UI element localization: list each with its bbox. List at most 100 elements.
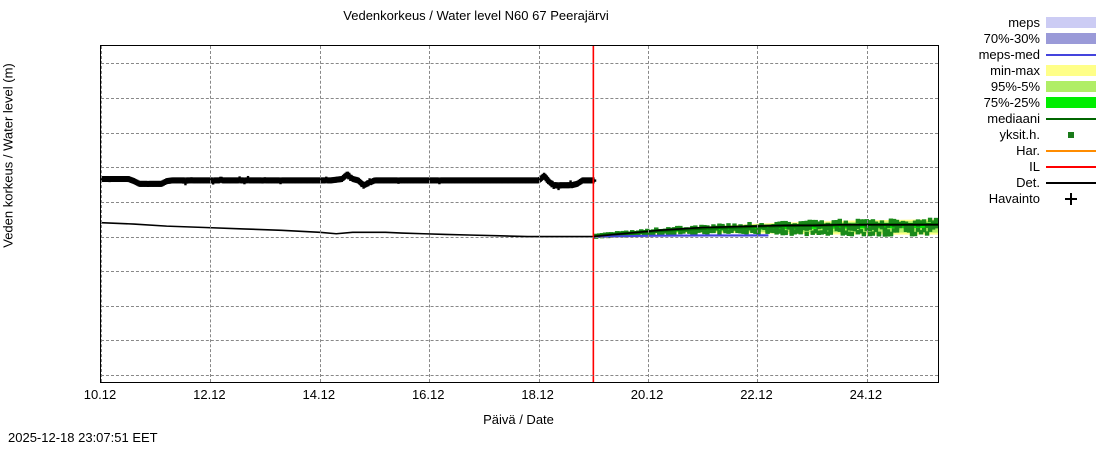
- ensemble-member-square: [915, 227, 921, 232]
- ensemble-member-square: [813, 228, 818, 234]
- legend-band-icon: [1046, 64, 1096, 76]
- ensemble-member-square: [870, 225, 876, 230]
- ensemble-member-square: [678, 229, 683, 235]
- ensemble-member-square: [735, 228, 740, 234]
- ensemble-member-square: [894, 219, 900, 225]
- ensemble-member-square: [867, 220, 873, 225]
- legend-label: meps: [1008, 14, 1040, 30]
- ensemble-member-square: [795, 229, 800, 234]
- ensemble-member-square: [798, 221, 803, 226]
- ensemble-member-square: [855, 230, 861, 235]
- ensemble-member-square: [801, 225, 806, 231]
- ensemble-member-square: [756, 230, 761, 235]
- legend-band-icon: [1046, 16, 1096, 28]
- gridline-horizontal: [101, 340, 938, 342]
- gridline-vertical: [757, 46, 759, 382]
- ensemble-member-square: [891, 218, 897, 224]
- ensemble-member-square: [732, 226, 737, 231]
- ensemble-member-square: [918, 220, 924, 225]
- gridline-vertical: [538, 46, 540, 382]
- observation-cross: [545, 175, 548, 182]
- chart-title: Vedenkorkeus / Water level N60 67 Peeraj…: [0, 8, 1100, 23]
- ensemble-member-square: [888, 219, 894, 225]
- ensemble-member-square: [741, 229, 746, 234]
- ensemble-member-square: [861, 231, 867, 237]
- gridline-horizontal: [101, 201, 938, 203]
- legend-line-icon: [1046, 53, 1096, 56]
- legend-band-icon: [1046, 32, 1096, 44]
- ensemble-member-square: [816, 221, 821, 226]
- ensemble-member-square: [933, 218, 938, 223]
- ensemble-member-square: [870, 231, 876, 236]
- observation-cross: [547, 178, 551, 185]
- legend-item-har: Har.: [950, 142, 1096, 158]
- ensemble-member-square: [729, 227, 734, 232]
- legend-label: mediaani: [987, 110, 1040, 126]
- chart-canvas: [101, 46, 938, 382]
- legend-label: 95%-5%: [990, 78, 1040, 94]
- ensemble-member-square: [810, 219, 815, 225]
- ensemble-member-square: [849, 226, 855, 231]
- x-axis-tick-label: 16.12: [411, 387, 445, 402]
- ensemble-member-square: [867, 231, 873, 237]
- ensemble-member-square: [912, 220, 918, 225]
- legend-item-havainto: Havainto: [950, 190, 1096, 206]
- ensemble-member-square: [822, 229, 827, 234]
- ensemble-member-square: [768, 228, 773, 233]
- legend-label: 70%-30%: [983, 30, 1040, 46]
- ensemble-member-square: [765, 227, 770, 233]
- ensemble-member-square: [810, 230, 815, 235]
- legend-item-75-25: 75%-25%: [950, 94, 1096, 110]
- ensemble-member-square: [924, 231, 930, 236]
- observation-cross: [557, 184, 560, 191]
- ensemble-member-square: [831, 220, 836, 225]
- x-axis-tick: [648, 382, 649, 383]
- ensemble-member-square: [852, 226, 858, 232]
- legend-swatch-band: [1046, 16, 1096, 28]
- ensemble-member-square: [726, 223, 731, 228]
- ensemble-member-square: [798, 230, 803, 235]
- ensemble-member-square: [705, 230, 710, 235]
- observation-cross: [544, 173, 547, 180]
- ensemble-member-square: [906, 225, 912, 230]
- gridline-horizontal: [101, 97, 938, 99]
- ensemble-member-square: [927, 217, 933, 223]
- ensemble-member-square: [786, 225, 791, 230]
- observation-cross: [551, 180, 554, 187]
- ensemble-member-square: [792, 229, 797, 234]
- ensemble-member-square: [930, 220, 936, 225]
- chart-legend: meps 70%-30% meps-med min-max 95%-5% 75%-25% m…: [950, 14, 1096, 206]
- x-axis-tick: [429, 382, 430, 383]
- observation-cross: [350, 174, 353, 181]
- ensemble-member-square: [747, 226, 752, 231]
- legend-label: 75%-25%: [983, 94, 1040, 110]
- ensemble-member-square: [834, 226, 839, 232]
- ensemble-member-square: [834, 220, 839, 226]
- x-axis-tick-label: 24.12: [849, 387, 883, 402]
- gridline-horizontal: [101, 305, 938, 307]
- legend-swatch-line: [1046, 161, 1096, 172]
- x-axis-label: Päivä / Date: [483, 412, 554, 427]
- observation-cross: [359, 179, 363, 186]
- legend-label: min-max: [990, 62, 1040, 78]
- ensemble-member-square: [888, 231, 894, 237]
- legend-line-icon: [1046, 165, 1096, 168]
- legend-swatch-band: [1046, 32, 1096, 44]
- ensemble-member-square: [780, 230, 785, 236]
- ensemble-member-square: [891, 228, 897, 233]
- ensemble-member-square: [828, 228, 833, 234]
- chart-title-text: Vedenkorkeus / Water level N60 67 Peeraj…: [343, 8, 609, 23]
- plot-area: [100, 45, 939, 383]
- ensemble-member-square: [867, 226, 873, 232]
- ensemble-member-square: [747, 221, 752, 227]
- legend-item-yksit-h: yksit.h.: [950, 126, 1096, 142]
- legend-line-icon: [1046, 149, 1096, 152]
- ensemble-member-square: [840, 231, 846, 236]
- ensemble-member-square: [927, 227, 933, 232]
- observation-cross: [347, 172, 351, 179]
- ensemble-member-square: [828, 225, 833, 230]
- ensemble-member-square: [879, 220, 885, 225]
- ensemble-member-square: [909, 231, 915, 237]
- ensemble-member-square: [657, 231, 662, 236]
- ensemble-member-square: [651, 231, 656, 236]
